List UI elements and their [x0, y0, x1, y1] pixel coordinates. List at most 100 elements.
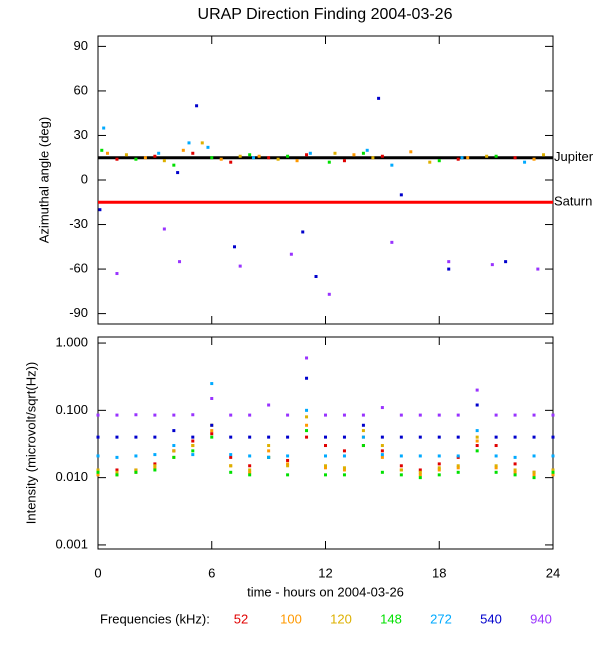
data-point: [327, 292, 331, 296]
data-point: [475, 439, 479, 443]
data-point: [418, 435, 422, 439]
data-point: [399, 454, 403, 458]
legend-entry: 100: [280, 611, 302, 626]
data-point: [342, 454, 346, 458]
data-point: [361, 151, 365, 155]
data-point: [365, 148, 369, 152]
data-point: [124, 153, 128, 157]
data-point: [210, 156, 214, 160]
data-point: [532, 454, 536, 458]
data-point: [494, 444, 498, 448]
data-point: [134, 157, 138, 161]
data-point: [191, 449, 195, 453]
data-point: [191, 413, 195, 417]
data-point: [153, 435, 157, 439]
data-point: [513, 462, 517, 466]
data-point: [342, 473, 346, 477]
data-point: [437, 462, 441, 466]
legend-entry: 272: [430, 611, 452, 626]
data-point: [248, 413, 252, 417]
data-point: [134, 413, 138, 417]
data-point: [105, 151, 109, 155]
data-point: [257, 154, 261, 158]
data-point: [532, 473, 536, 477]
data-point: [153, 466, 157, 470]
data-point: [513, 455, 517, 459]
data-point: [153, 413, 157, 417]
data-point: [456, 470, 460, 474]
data-point: [333, 151, 337, 155]
data-point: [418, 468, 422, 472]
data-point: [466, 156, 470, 160]
data-point: [460, 156, 464, 160]
legend-entry: 52: [234, 611, 248, 626]
data-point: [342, 435, 346, 439]
data-point: [100, 148, 104, 152]
data-point: [134, 435, 138, 439]
data-point: [153, 468, 157, 472]
data-point: [210, 432, 214, 436]
data-point: [475, 429, 479, 433]
data-point: [267, 435, 271, 439]
data-point: [248, 464, 252, 468]
y-tick-label: -90: [69, 305, 88, 320]
data-point: [437, 473, 441, 477]
data-point: [513, 413, 517, 417]
data-point: [276, 157, 280, 161]
data-point: [532, 413, 536, 417]
data-point: [399, 464, 403, 468]
data-point: [191, 453, 195, 457]
data-point: [418, 454, 422, 458]
data-point: [96, 468, 100, 472]
data-point: [437, 466, 441, 470]
data-point: [181, 148, 185, 152]
data-point: [286, 473, 290, 477]
data-point: [377, 96, 381, 100]
y-tick-label: 0: [81, 171, 88, 186]
data-point: [324, 464, 327, 468]
data-point: [115, 455, 119, 459]
data-point: [172, 449, 176, 453]
data-point: [248, 435, 252, 439]
y-axis-label: Azimuthal angle (deg): [36, 117, 51, 243]
data-point: [324, 466, 327, 470]
data-point: [447, 260, 451, 264]
data-point: [219, 157, 223, 161]
data-point: [418, 476, 422, 480]
data-point: [229, 453, 233, 457]
x-tick-label: 18: [432, 565, 446, 580]
data-point: [523, 160, 527, 164]
data-point: [229, 160, 233, 164]
data-point: [305, 415, 309, 419]
data-point: [399, 193, 403, 197]
data-point: [289, 252, 293, 256]
data-point: [267, 444, 271, 448]
data-point: [399, 413, 403, 417]
data-point: [494, 413, 498, 417]
x-tick-label: 6: [208, 565, 215, 580]
data-point: [342, 159, 346, 163]
data-point: [532, 470, 536, 474]
data-point: [229, 470, 233, 474]
data-point: [418, 413, 422, 417]
data-point: [305, 429, 309, 433]
data-point: [210, 435, 214, 439]
data-point: [475, 435, 479, 439]
data-point: [229, 413, 233, 417]
data-point: [456, 157, 460, 161]
data-point: [115, 470, 119, 474]
data-point: [191, 444, 195, 448]
data-point: [115, 272, 119, 276]
data-point: [195, 104, 199, 108]
data-point: [475, 444, 479, 448]
reference-label: Jupiter: [554, 149, 594, 164]
data-point: [233, 245, 236, 249]
data-point: [248, 153, 252, 157]
y-tick-label: 90: [74, 38, 88, 53]
data-point: [380, 455, 384, 459]
data-point: [286, 154, 290, 158]
data-point: [361, 429, 365, 433]
data-point: [210, 423, 214, 427]
data-point: [324, 413, 327, 417]
